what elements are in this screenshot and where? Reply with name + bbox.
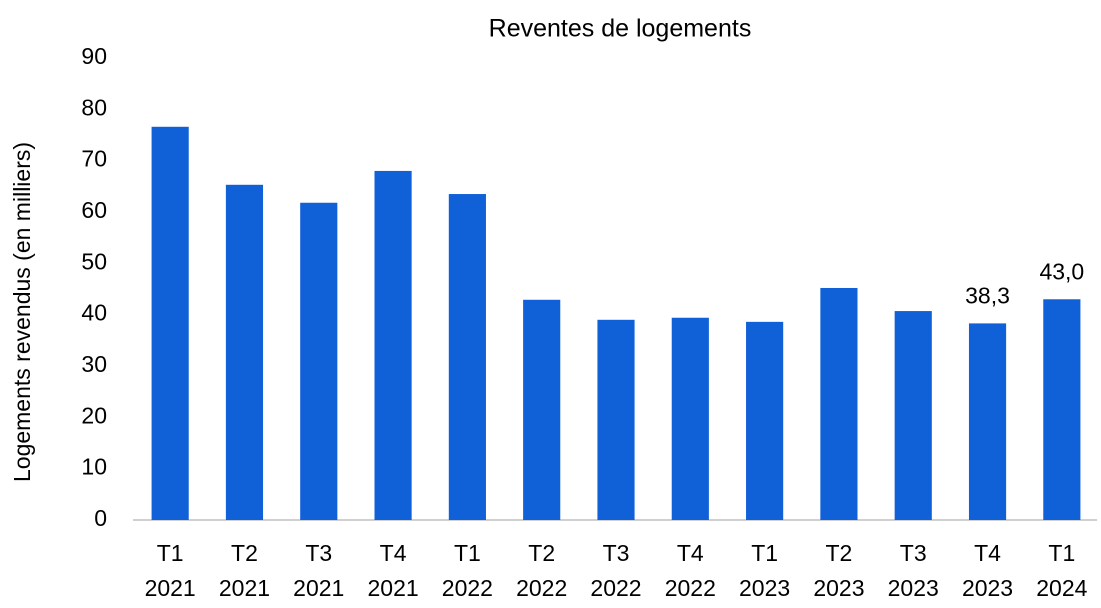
bar (894, 311, 932, 520)
bar (448, 194, 486, 521)
x-tick-label: 2022 (516, 575, 567, 601)
x-tick-label: 2023 (739, 575, 790, 601)
y-tick-label: 90 (81, 43, 107, 69)
x-tick-label: T3 (603, 540, 630, 566)
x-tick-label: T3 (900, 540, 927, 566)
x-tick-label: T2 (826, 540, 853, 566)
bar (746, 321, 784, 520)
bar (523, 299, 561, 520)
x-tick-label: 2021 (145, 575, 196, 601)
y-tick-label: 50 (81, 248, 107, 274)
x-tick-label: T3 (305, 540, 332, 566)
bar (300, 202, 338, 520)
x-tick-label: 2023 (888, 575, 939, 601)
x-tick-label: 2022 (590, 575, 641, 601)
x-tick-label: T4 (974, 540, 1001, 566)
x-tick-label: T1 (1048, 540, 1075, 566)
y-tick-label: 20 (81, 402, 107, 428)
data-label: 38,3 (965, 282, 1010, 308)
y-tick-label: 40 (81, 300, 107, 326)
x-tick-label: T4 (380, 540, 407, 566)
x-tick-label: 2022 (665, 575, 716, 601)
x-tick-label: 2023 (813, 575, 864, 601)
y-tick-label: 30 (81, 351, 107, 377)
x-tick-label: 2021 (219, 575, 270, 601)
bar (374, 170, 412, 520)
y-tick-label: 0 (94, 505, 107, 531)
bar (820, 287, 858, 520)
x-tick-label: 2021 (293, 575, 344, 601)
x-tick-label: T1 (751, 540, 778, 566)
x-tick-label: 2022 (442, 575, 493, 601)
data-label: 43,0 (1039, 258, 1084, 284)
x-tick-label: T1 (157, 540, 184, 566)
x-tick-label: 2023 (962, 575, 1013, 601)
bar (597, 319, 635, 520)
y-tick-label: 70 (81, 146, 107, 172)
bar (151, 126, 189, 520)
y-tick-label: 60 (81, 197, 107, 223)
x-tick-label: T1 (454, 540, 481, 566)
x-tick-label: 2024 (1036, 575, 1087, 601)
x-tick-label: T2 (528, 540, 555, 566)
bar (225, 184, 264, 520)
chart-title: Reventes de logements (489, 15, 752, 43)
x-tick-label: 2021 (367, 575, 418, 601)
x-tick-label: T2 (231, 540, 258, 566)
y-axis-label: Logements revendus (en milliers) (9, 142, 35, 482)
bar (968, 323, 1007, 520)
bar (1043, 299, 1081, 520)
bar (671, 317, 709, 520)
y-tick-label: 10 (81, 454, 107, 480)
x-tick-label: T4 (677, 540, 704, 566)
y-tick-label: 80 (81, 94, 107, 120)
